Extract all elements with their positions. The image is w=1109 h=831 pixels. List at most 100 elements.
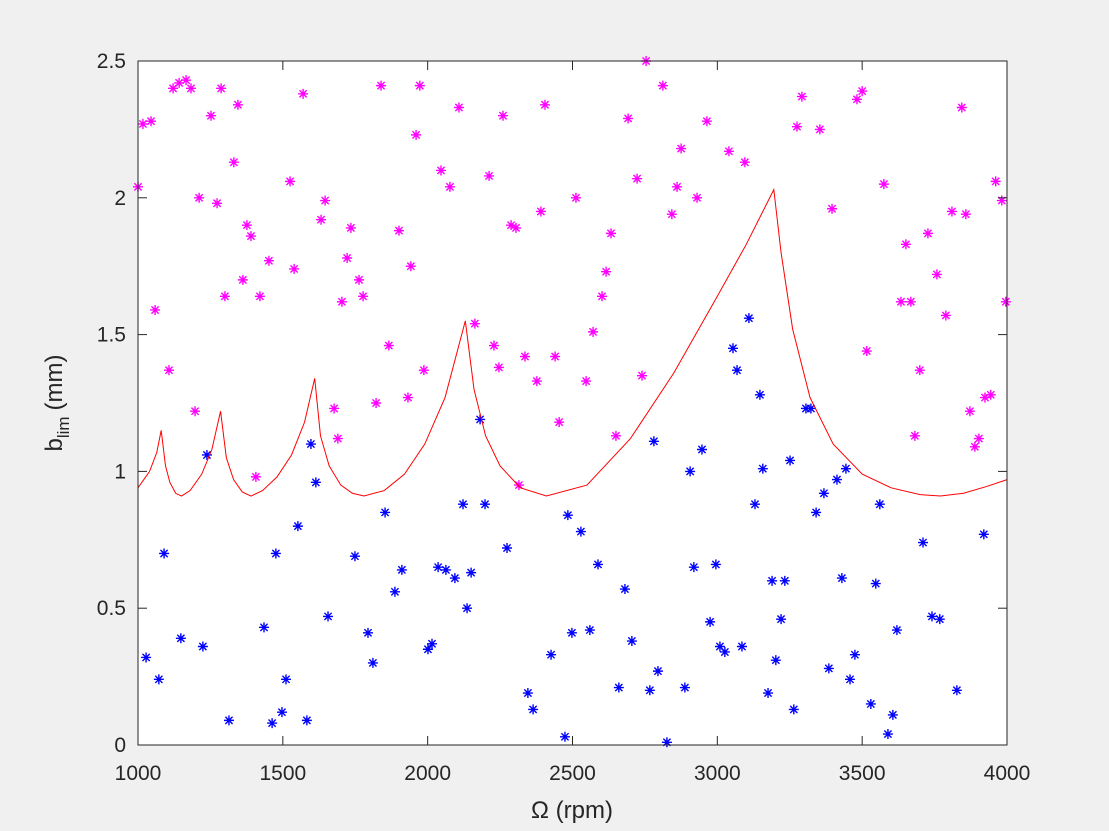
- data-point: [245, 231, 256, 242]
- data-point: [661, 737, 672, 748]
- data-point: [320, 195, 331, 206]
- y-tick-label: 2.5: [97, 50, 126, 73]
- data-point: [723, 146, 734, 157]
- data-point: [601, 266, 612, 277]
- data-point: [914, 365, 925, 376]
- data-point: [891, 625, 902, 636]
- data-point: [754, 389, 765, 400]
- data-point: [216, 83, 227, 94]
- curve: [137, 187, 1008, 497]
- data-point: [776, 614, 787, 625]
- data-point: [805, 403, 816, 414]
- data-point: [770, 655, 781, 666]
- data-point: [701, 116, 712, 127]
- data-point: [232, 99, 243, 110]
- data-point: [739, 157, 750, 168]
- data-point: [163, 365, 174, 376]
- data-point: [619, 584, 630, 595]
- data-point: [705, 616, 716, 627]
- data-point: [964, 406, 975, 417]
- data-point: [267, 718, 278, 729]
- data-point: [506, 220, 517, 231]
- data-point: [785, 455, 796, 466]
- data-point: [692, 192, 703, 203]
- data-point: [861, 346, 872, 357]
- data-point: [444, 181, 455, 192]
- data-point: [367, 657, 378, 668]
- data-point: [588, 326, 599, 337]
- data-point: [719, 646, 730, 657]
- x-tick-label: 1000: [115, 762, 162, 785]
- data-point: [497, 110, 508, 121]
- data-point: [414, 80, 425, 91]
- x-tick-label: 3500: [839, 762, 886, 785]
- data-point: [276, 707, 287, 718]
- data-point: [672, 181, 683, 192]
- data-point: [358, 291, 369, 302]
- data-point: [219, 291, 230, 302]
- data-point: [546, 649, 557, 660]
- data-point: [513, 480, 524, 491]
- data-point: [909, 430, 920, 441]
- data-point: [305, 439, 316, 450]
- data-point: [194, 192, 205, 203]
- data-point: [174, 77, 185, 88]
- data-point: [292, 521, 303, 532]
- data-point: [298, 88, 309, 99]
- data-point: [895, 296, 906, 307]
- data-point: [788, 704, 799, 715]
- data-point: [814, 124, 825, 135]
- data-point: [405, 261, 416, 272]
- data-point: [865, 698, 876, 709]
- data-point: [285, 176, 296, 187]
- data-point: [940, 310, 951, 321]
- x-tick-label: 3000: [694, 762, 741, 785]
- y-tick-label: 1: [114, 460, 126, 483]
- data-point: [489, 340, 499, 351]
- data-point: [281, 674, 292, 685]
- data-point: [458, 499, 469, 510]
- data-point: [336, 296, 347, 307]
- data-point: [666, 209, 677, 220]
- data-point: [566, 627, 577, 638]
- data-point: [493, 362, 504, 373]
- data-point: [973, 433, 984, 444]
- x-tick-label: 4000: [984, 762, 1031, 785]
- data-point: [874, 499, 885, 510]
- x-tick-label: 2500: [549, 762, 596, 785]
- data-point: [462, 603, 473, 614]
- data-point: [736, 641, 747, 652]
- data-point: [996, 195, 1007, 206]
- data-point: [190, 406, 201, 417]
- data-point: [985, 389, 996, 400]
- data-point: [435, 165, 446, 176]
- data-point: [427, 638, 438, 649]
- data-point: [175, 633, 186, 644]
- data-point: [823, 663, 834, 674]
- data-point: [153, 674, 164, 685]
- data-point: [402, 392, 413, 403]
- data-point: [362, 627, 373, 638]
- data-point: [475, 414, 486, 425]
- plot-area: [138, 61, 1007, 745]
- data-point: [714, 641, 725, 652]
- data-point: [332, 433, 343, 444]
- data-point: [223, 715, 234, 726]
- data-point: [345, 222, 356, 233]
- data-point: [440, 564, 451, 575]
- data-point: [926, 611, 937, 622]
- data-point: [623, 113, 634, 124]
- y-axis-label: blim (mm): [41, 354, 73, 451]
- data-point: [371, 398, 382, 408]
- data-point: [522, 688, 533, 699]
- data-point: [811, 507, 822, 518]
- x-tick-label: 2000: [404, 762, 451, 785]
- data-point: [396, 564, 407, 575]
- data-point: [676, 143, 687, 154]
- data-point: [519, 351, 530, 362]
- data-point: [168, 83, 179, 94]
- data-point: [685, 466, 696, 477]
- data-point: [531, 376, 542, 387]
- data-point: [763, 688, 774, 699]
